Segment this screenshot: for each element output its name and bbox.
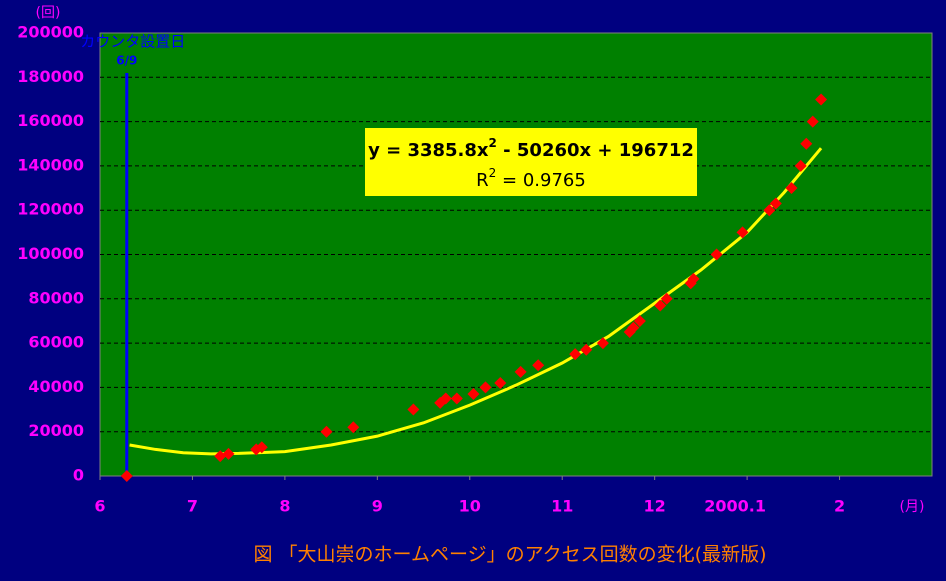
point bbox=[794, 159, 807, 172]
point bbox=[222, 447, 235, 460]
point bbox=[736, 226, 749, 239]
point bbox=[627, 321, 640, 334]
point bbox=[763, 204, 776, 217]
x-tick-label: 7 bbox=[187, 497, 198, 516]
x-tick-label: 10 bbox=[459, 497, 481, 516]
point bbox=[320, 425, 333, 438]
point bbox=[654, 299, 667, 312]
y-tick-label: 200000 bbox=[17, 23, 84, 42]
point bbox=[494, 376, 507, 389]
point bbox=[467, 388, 480, 401]
point bbox=[633, 314, 646, 327]
y-tick-label: 140000 bbox=[17, 155, 84, 174]
x-tick-label: 6 bbox=[94, 497, 105, 516]
x-tick-label: 2000.1 bbox=[704, 497, 766, 516]
y-tick-label: 120000 bbox=[17, 200, 84, 219]
point bbox=[596, 337, 609, 350]
y-unit: (回) bbox=[36, 5, 61, 21]
point bbox=[580, 343, 593, 356]
x-tick-label: 9 bbox=[372, 497, 383, 516]
trend-line bbox=[129, 147, 823, 456]
point bbox=[806, 115, 819, 128]
point bbox=[255, 441, 268, 454]
point bbox=[815, 93, 828, 106]
y-tick-label: 180000 bbox=[17, 67, 84, 86]
point bbox=[120, 470, 133, 482]
point bbox=[660, 292, 673, 305]
point bbox=[569, 348, 582, 361]
x-unit: (月) bbox=[900, 499, 925, 515]
point bbox=[710, 248, 723, 261]
y-tick-label: 20000 bbox=[28, 421, 84, 440]
point bbox=[347, 421, 360, 434]
annotation-date: 6/9 bbox=[116, 54, 137, 68]
point bbox=[800, 137, 813, 150]
x-tick-label: 11 bbox=[551, 497, 573, 516]
r-squared: R2 = 0.9765 bbox=[476, 166, 586, 192]
point bbox=[214, 450, 227, 463]
point bbox=[687, 272, 700, 285]
chart-title: 図 「大山崇のホームページ」のアクセス回数の変化(最新版) bbox=[254, 544, 767, 566]
y-tick-label: 80000 bbox=[28, 288, 84, 307]
point bbox=[439, 392, 452, 405]
y-tick-label: 100000 bbox=[17, 244, 84, 263]
x-tick-label: 12 bbox=[644, 497, 666, 516]
point bbox=[479, 381, 492, 394]
x-tick-label: 2 bbox=[834, 497, 845, 516]
annotation: カウンタ設置日 bbox=[80, 33, 185, 51]
y-tick-label: 0 bbox=[73, 466, 84, 485]
point bbox=[532, 359, 545, 372]
point bbox=[785, 182, 798, 195]
equation-box bbox=[365, 128, 697, 196]
y-tick-label: 60000 bbox=[28, 333, 84, 352]
y-tick-label: 160000 bbox=[17, 111, 84, 130]
y-tick-label: 40000 bbox=[28, 377, 84, 396]
point bbox=[514, 365, 527, 378]
x-tick-label: 8 bbox=[279, 497, 290, 516]
point bbox=[450, 392, 463, 405]
equation: y = 3385.8x2 - 50260x + 196712 bbox=[368, 136, 694, 162]
point bbox=[407, 403, 420, 416]
point bbox=[769, 197, 782, 210]
